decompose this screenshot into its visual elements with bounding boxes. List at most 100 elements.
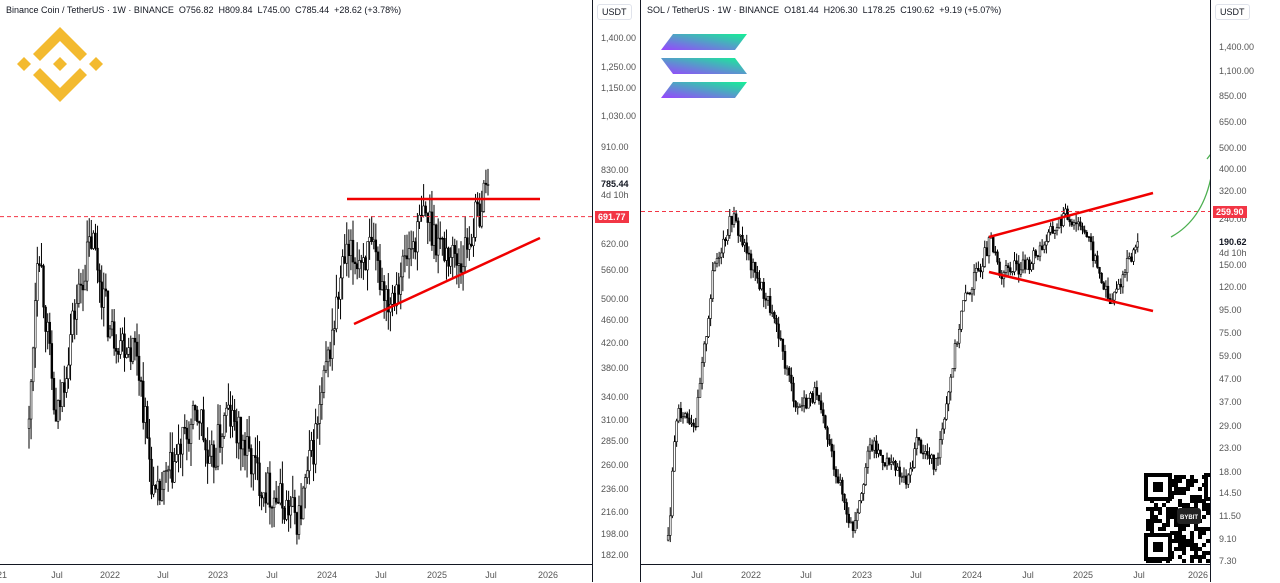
candle [1121,274,1125,288]
close-value: C785.44 [295,5,330,15]
candle [720,252,723,258]
upper-trendline [988,191,1154,239]
candle [807,398,810,409]
candle [245,436,249,456]
candle [666,535,670,541]
candle [919,439,923,454]
bnb-plot[interactable] [0,0,592,564]
qr-module [1174,511,1178,515]
price-tick: 1,400.00 [1219,42,1255,52]
sol-time-axis[interactable]: Jul 2022 Jul 2023 Jul 2024 Jul 2025 Jul 2026 [641,564,1210,583]
candle [459,263,463,273]
candle [308,450,311,472]
candle [416,221,419,253]
qr-module [1174,487,1178,491]
candle [715,258,719,264]
time-tick: Jul [266,570,278,580]
candle [915,437,918,450]
candle [110,321,114,330]
candle [366,241,369,271]
symbol-label: Binance Coin / TetherUS · 1W · BINANCE [6,5,174,15]
price-tick: 340.00 [601,391,629,402]
qr-module [1194,479,1198,483]
candle [815,387,819,396]
candle [1104,285,1108,290]
candle [104,288,108,292]
time-tick: Jul [485,570,497,580]
qr-module [1166,515,1170,519]
candle [457,263,461,266]
candle [1032,250,1035,265]
qr-module [1190,539,1194,543]
candle [142,380,145,423]
candle [250,448,253,475]
candle [958,329,961,344]
candle [92,232,95,249]
bnb-time-axis[interactable]: 21 Jul 2022 Jul 2023 Jul 2024 Jul 2025 Jul 2026 [0,564,592,583]
candle [686,413,689,419]
bybit-logo-text: BYBIT [1180,515,1198,521]
candle [992,236,995,253]
candle [1081,225,1084,231]
sol-plot[interactable]: BYBIT [641,0,1211,564]
candle [1079,221,1082,227]
candle [447,247,450,267]
candle [1015,260,1018,265]
candle [135,341,139,357]
candle [382,281,386,301]
candle [1062,213,1065,226]
price-tick: 1,150.00 [601,82,637,93]
candle [983,247,986,267]
candle [1123,272,1127,276]
candle [368,236,371,242]
qr-module [1182,559,1186,563]
candle [428,211,432,223]
candle [229,404,232,427]
candle [900,476,904,478]
candle [115,347,118,352]
candle [453,245,456,254]
currency-button[interactable]: USDT [597,4,632,20]
price-tick: 59.00 [1219,351,1242,362]
candle [938,439,942,459]
candle [198,421,201,424]
sol-price-axis[interactable]: USDT 1,400.00 1,100.00 850.00 650.00 500.00 4… [1210,0,1280,582]
price-tick: 182.00 [601,549,629,560]
candle [1128,256,1131,259]
time-tick: Jul [691,570,703,580]
qr-module [1182,503,1186,507]
candle [1009,267,1012,273]
candle [987,237,991,257]
qr-module [1198,499,1202,503]
candle [287,499,290,516]
candle [781,338,785,352]
candle [777,323,780,339]
candle [81,284,85,291]
sol-chart-pane[interactable]: BYBIT SOL / TetherUS · 1W · BINANCE O181… [640,0,1280,583]
bnb-price-axis[interactable]: USDT 1,400.00 1,250.00 1,150.00 1,030.00 910… [592,0,641,582]
candle [370,236,373,242]
qr-module [1174,491,1178,495]
currency-button[interactable]: USDT [1215,4,1250,20]
qr-module [1162,503,1166,507]
candle [306,470,309,478]
candle [802,397,806,406]
low-value: L178.25 [862,5,896,15]
candle [730,216,734,225]
qr-module [1158,511,1162,515]
candle [150,458,153,495]
candle [173,461,176,483]
qr-module [1178,475,1182,479]
qr-module [1190,499,1194,503]
candle [407,248,411,260]
bnb-chart-pane[interactable]: Binance Coin / TetherUS · 1W · BINANCE O… [0,0,641,583]
candle [355,263,359,270]
candle [1036,255,1040,257]
current-price-label: 190.62 [1219,236,1247,247]
candle [1089,236,1093,243]
price-tick: 910.00 [601,142,629,153]
candle [911,467,914,470]
candle [1136,241,1139,248]
candle [834,469,838,478]
candle [794,400,797,408]
